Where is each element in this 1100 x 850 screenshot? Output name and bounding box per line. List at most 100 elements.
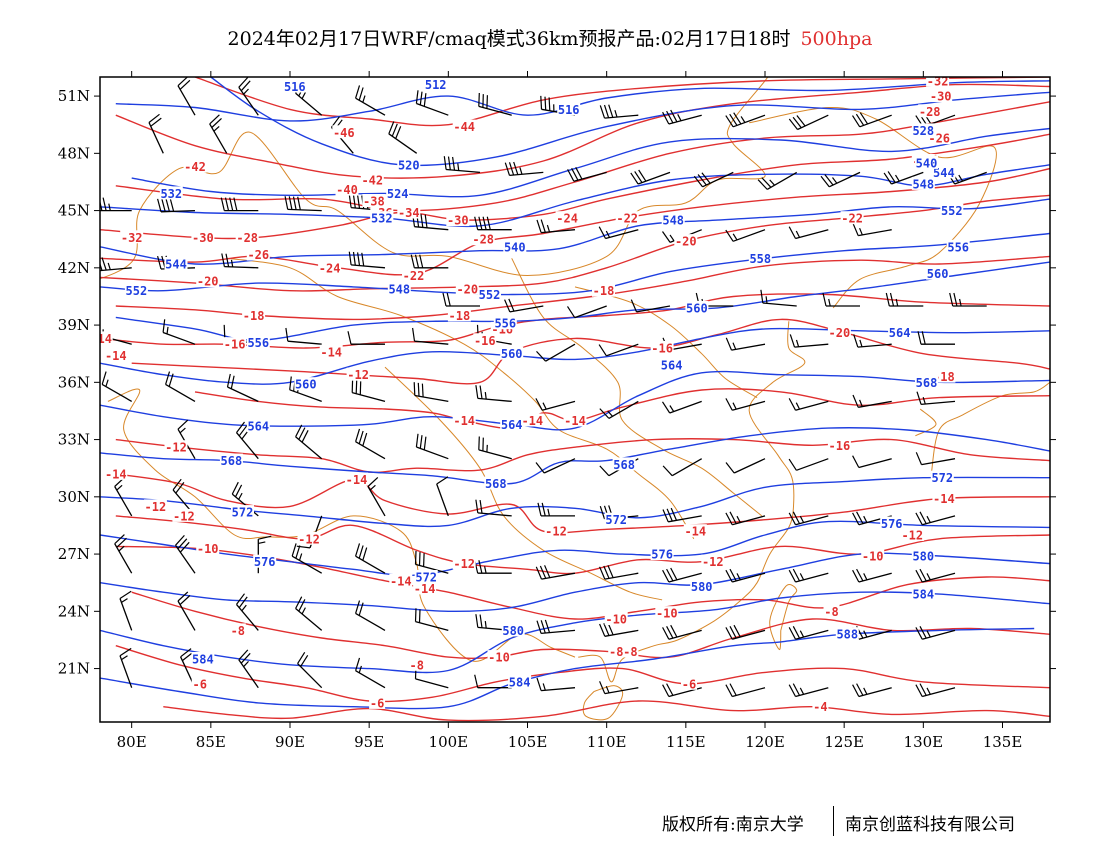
border-line bbox=[511, 258, 763, 517]
temperature-label: -18 bbox=[243, 309, 265, 323]
height-label-bg bbox=[932, 165, 956, 179]
wind-barb-icon bbox=[504, 161, 544, 177]
wind-barb-icon bbox=[355, 657, 386, 689]
wind-barb-icon bbox=[885, 292, 924, 307]
wind-barb-icon bbox=[412, 327, 449, 345]
wind-barb-icon bbox=[820, 171, 861, 188]
wind-barb-icon bbox=[414, 550, 449, 574]
height-label: 572 bbox=[931, 471, 953, 485]
height-contour bbox=[100, 327, 1050, 385]
wind-barb-icon bbox=[295, 424, 323, 460]
wind-barb-icon bbox=[662, 507, 702, 523]
temperature-label: -20 bbox=[829, 326, 851, 340]
wind-barb-icon bbox=[209, 114, 228, 154]
wind-barb-icon bbox=[915, 511, 956, 526]
border-line bbox=[107, 388, 576, 662]
wind-barb-icon bbox=[662, 624, 702, 640]
wind-barb-icon bbox=[852, 683, 892, 698]
temperature-label-bg bbox=[520, 413, 544, 427]
height-label-bg bbox=[612, 457, 636, 471]
temperature-label-bg bbox=[246, 247, 270, 261]
temperature-label: -10 bbox=[656, 607, 678, 621]
wind-barb-icon bbox=[883, 171, 924, 185]
height-label: 520 bbox=[398, 158, 420, 172]
lat-tick-label: 33N bbox=[58, 431, 90, 449]
height-label-bg bbox=[911, 549, 935, 562]
temperature-label-bg bbox=[452, 413, 476, 427]
lat-tick-label: 27N bbox=[58, 545, 90, 563]
temperature-label-bg bbox=[655, 606, 679, 620]
temperature-label: 14 bbox=[97, 332, 111, 346]
temperature-label: -12 bbox=[545, 525, 567, 539]
height-label: 548 bbox=[662, 214, 684, 228]
border-line bbox=[226, 257, 695, 540]
temperature-label: -8 bbox=[609, 645, 623, 659]
wind-barb-icon bbox=[630, 299, 671, 313]
height-label-bg bbox=[484, 476, 508, 490]
height-label-bg bbox=[397, 157, 421, 171]
temperature-label: -22 bbox=[403, 269, 425, 283]
height-label: 584 bbox=[192, 653, 214, 667]
height-label-bg bbox=[231, 505, 254, 519]
height-contour bbox=[131, 127, 1050, 198]
height-label: 516 bbox=[558, 103, 580, 117]
wind-barb-icon bbox=[475, 499, 512, 517]
temperature-label: -12 bbox=[173, 509, 195, 523]
temperature-label-bg bbox=[335, 182, 359, 196]
wind-barb-icon bbox=[413, 382, 449, 403]
wind-barb-icon bbox=[291, 543, 323, 574]
height-label: 560 bbox=[295, 378, 317, 392]
height-label: 540 bbox=[916, 156, 938, 170]
height-label: 564 bbox=[247, 420, 269, 434]
temperature-label-bg bbox=[622, 644, 639, 658]
wind-barb-icon bbox=[852, 568, 892, 583]
height-label: 576 bbox=[881, 517, 903, 531]
wind-barb-icon bbox=[157, 198, 196, 213]
temperature-label: -6 bbox=[192, 677, 206, 691]
height-contour bbox=[100, 370, 1050, 431]
wind-barb-icon bbox=[174, 534, 196, 574]
temperature-label-bg bbox=[360, 173, 384, 186]
temperature-label-bg bbox=[100, 331, 113, 345]
temperature-contour bbox=[115, 438, 1050, 474]
temperature-label: -12 bbox=[702, 555, 724, 569]
temperature-contour bbox=[131, 318, 1050, 385]
wind-barb-icon bbox=[285, 327, 322, 345]
height-label-bg bbox=[386, 186, 410, 200]
wind-barb-icon bbox=[852, 455, 892, 469]
temperature-label: -12 bbox=[453, 557, 475, 571]
height-label: 564 bbox=[889, 326, 911, 340]
lat-tick-label: 48N bbox=[58, 144, 90, 162]
wind-barb-icon bbox=[725, 511, 766, 526]
height-label: 552 bbox=[479, 288, 501, 302]
wind-barb-icon bbox=[917, 331, 955, 345]
border-line bbox=[915, 408, 937, 437]
temperature-label-bg bbox=[827, 325, 851, 339]
temperature-label-bg bbox=[471, 232, 495, 246]
height-label-bg bbox=[253, 554, 277, 568]
wind-barb-icon bbox=[351, 379, 386, 403]
height-label: 580 bbox=[691, 580, 713, 594]
wind-barb-icon bbox=[119, 647, 133, 688]
wind-barb-icon bbox=[788, 226, 829, 240]
temperature-label-bg bbox=[674, 234, 698, 248]
height-label-bg bbox=[930, 470, 954, 484]
wind-barb-icon bbox=[662, 109, 702, 125]
wind-barb-icon bbox=[725, 568, 766, 583]
height-label-bg bbox=[888, 325, 912, 339]
temperature-label-bg bbox=[563, 413, 587, 427]
wind-barbs bbox=[100, 77, 987, 698]
footer-separator bbox=[833, 806, 834, 836]
temperature-label: -14 bbox=[933, 492, 955, 506]
temperature-label-bg bbox=[452, 556, 476, 570]
wind-barb-icon bbox=[355, 85, 386, 116]
temperature-label: -46 bbox=[333, 126, 355, 140]
lat-tick-label: 42N bbox=[58, 259, 90, 277]
temperature-label-bg bbox=[389, 573, 413, 587]
temperature-label: -34 bbox=[398, 206, 420, 220]
temperature-contour bbox=[163, 700, 1050, 722]
height-label: 540 bbox=[504, 240, 526, 254]
wind-barb-icon bbox=[598, 226, 639, 240]
wind-barb-icon bbox=[474, 674, 512, 689]
wind-barb-icon bbox=[536, 219, 576, 234]
